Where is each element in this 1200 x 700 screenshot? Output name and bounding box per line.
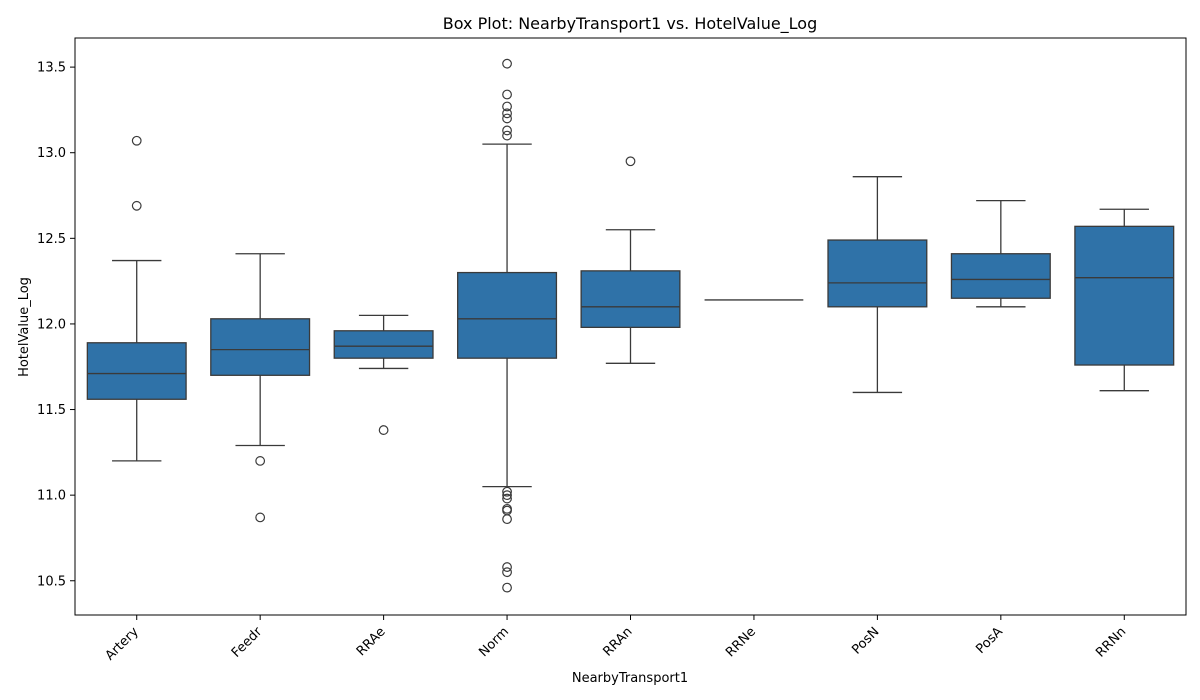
outlier-point (502, 58, 512, 69)
y-tick-label: 13.5 (37, 61, 66, 76)
x-tick-label: RRNn (1093, 624, 1129, 660)
iqr-box (1074, 225, 1175, 366)
y-tick-label: 13.0 (37, 146, 66, 161)
y-tick-label: 10.5 (37, 574, 66, 589)
outlier-point (255, 512, 266, 523)
x-tick-label: Feedr (229, 624, 266, 661)
outlier-point (502, 113, 512, 124)
box-rrnn (1074, 208, 1175, 392)
x-tick-label: PosN (849, 624, 882, 657)
y-axis-label: HotelValue_Log (17, 277, 32, 377)
x-tick-label: Norm (476, 624, 512, 660)
iqr-box (333, 330, 434, 359)
x-tick-label: RRNe (723, 624, 759, 660)
x-tick-label: Artery (103, 624, 142, 663)
x-tick-label: RRAn (600, 624, 635, 659)
box-artery (86, 135, 187, 462)
iqr-box (457, 271, 558, 359)
plot-area (86, 58, 1175, 593)
outlier-point (625, 156, 636, 167)
outlier-point (255, 456, 266, 466)
box-posn (827, 176, 928, 394)
box-rrae (333, 314, 434, 435)
outlier-point (502, 89, 512, 100)
iqr-box (580, 270, 681, 329)
outlier-point (502, 562, 512, 572)
outlier-point (131, 135, 142, 146)
outlier-point (502, 582, 512, 593)
x-tick-label: PosA (973, 624, 1006, 657)
outlier-point (502, 101, 512, 112)
x-axis-label: NearbyTransport1 (572, 671, 688, 686)
box-norm (457, 58, 558, 593)
outlier-point (502, 125, 512, 136)
iqr-box (210, 318, 311, 376)
outlier-point (131, 200, 142, 211)
outlier-point (502, 108, 512, 119)
x-tick-label: RRAe (354, 624, 389, 659)
outlier-point (378, 425, 389, 435)
box-rran (580, 156, 681, 364)
box-feedr (210, 253, 311, 523)
y-tick-label: 11.0 (37, 489, 66, 504)
y-tick-label: 12.0 (37, 317, 66, 332)
y-tick-label: 12.5 (37, 232, 66, 247)
outlier-point (502, 490, 512, 501)
iqr-box (950, 253, 1051, 299)
iqr-box (86, 342, 187, 400)
chart-title: Box Plot: NearbyTransport1 vs. HotelValu… (443, 14, 818, 34)
outlier-point (502, 514, 512, 525)
outlier-point (502, 130, 512, 141)
box-posa (950, 200, 1051, 308)
outlier-point (502, 567, 512, 578)
y-tick-label: 11.5 (37, 403, 66, 418)
outlier-point (502, 493, 512, 504)
iqr-box (827, 239, 928, 308)
outlier-point (502, 486, 512, 497)
